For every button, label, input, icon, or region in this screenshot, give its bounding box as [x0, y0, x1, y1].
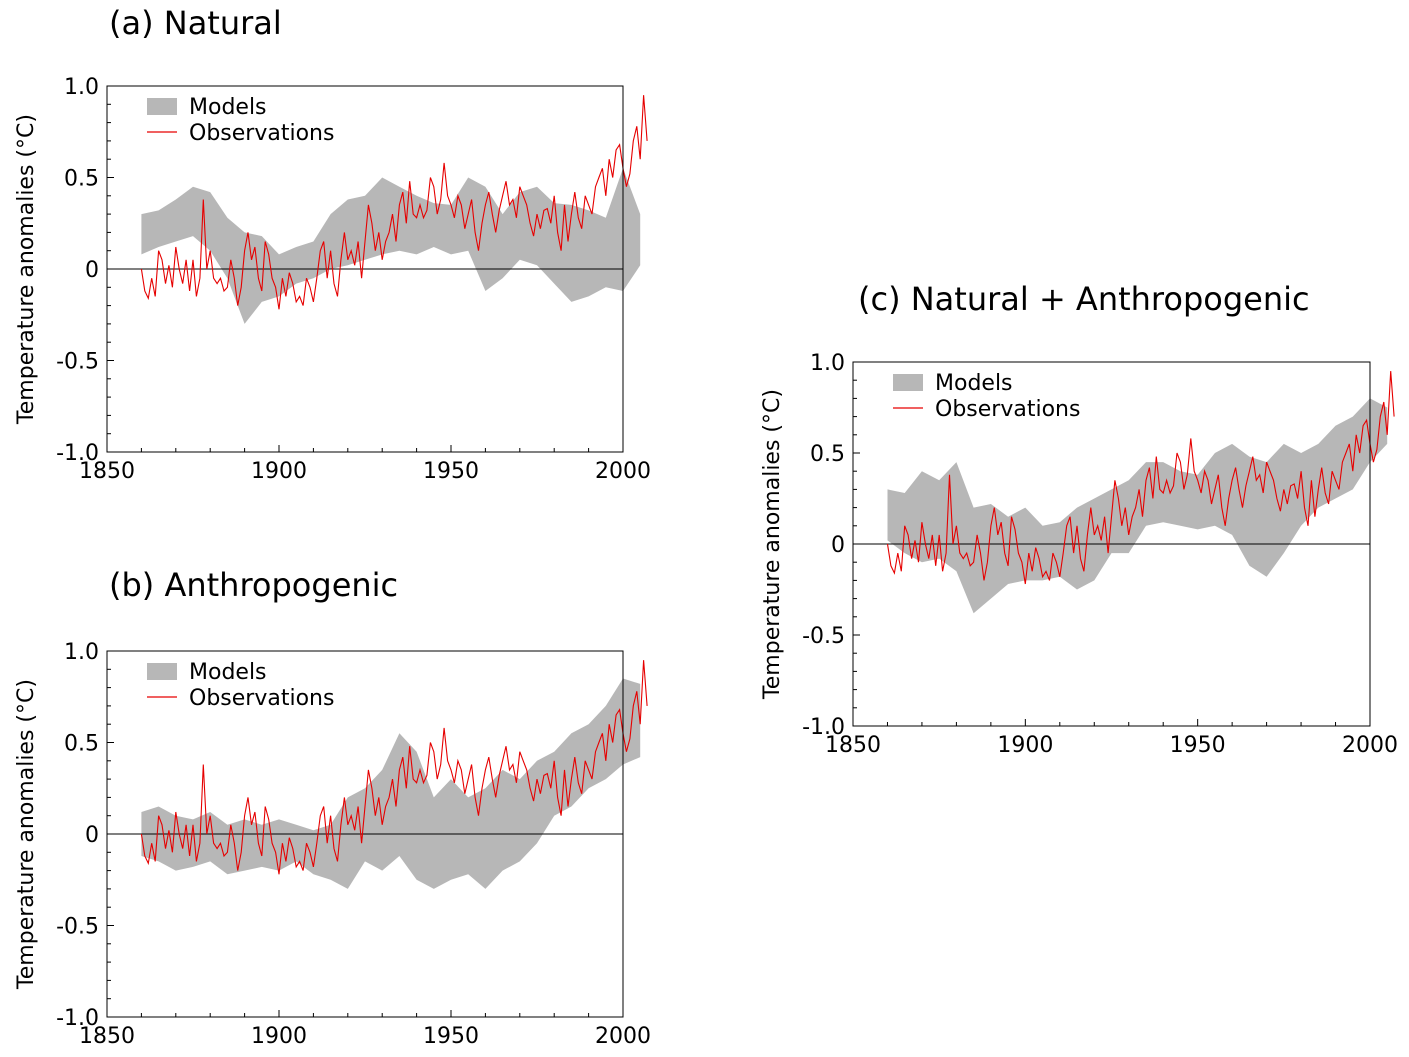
panel-c-title: (c) Natural + Anthropogenic — [858, 280, 1310, 318]
y-tick-label: -0.5 — [56, 350, 99, 375]
y-tick-label: -0.5 — [56, 915, 99, 940]
legend-observations-label: Observations — [189, 686, 334, 711]
y-tick-label: -1.0 — [802, 715, 845, 740]
y-tick-label: 0.5 — [64, 167, 99, 192]
legend-observations-label: Observations — [935, 397, 1080, 422]
legend-models-label: Models — [189, 660, 267, 685]
observations-line — [140, 95, 648, 310]
x-tick-label: 1900 — [251, 1024, 307, 1049]
legend-models-swatch — [147, 98, 177, 115]
panel-a-chart: -1.0 -0.5 0 0.5 1.0 1850 1900 1950 2000 Temperatu… — [14, 75, 651, 484]
panel-c-chart: -1.0 -0.5 0 0.5 1.0 1850 1900 1950 2000 Temperatu… — [760, 351, 1398, 758]
observations-line — [140, 660, 648, 875]
y-axis-label: Temperature anomalies (°C) — [760, 389, 785, 700]
legend-models-swatch — [147, 663, 177, 680]
y-axis-label: Temperature anomalies (°C) — [14, 114, 39, 425]
x-tick-label: 2000 — [1342, 733, 1398, 758]
y-tick-label: 1.0 — [64, 640, 99, 665]
models-band — [141, 168, 641, 324]
x-tick-label: 1850 — [79, 459, 135, 484]
observations-line — [886, 371, 1395, 585]
legend-observations-label: Observations — [189, 121, 334, 146]
x-tick-label: 1900 — [997, 733, 1053, 758]
x-tick-label: 1850 — [79, 1024, 135, 1049]
y-tick-label: 0.5 — [810, 442, 845, 467]
x-tick-label: 1950 — [1170, 733, 1226, 758]
x-tick-label: 1900 — [251, 459, 307, 484]
x-tick-label: 1950 — [423, 1024, 479, 1049]
y-tick-label: 0 — [85, 258, 99, 283]
models-band — [887, 398, 1388, 614]
y-tick-label: 1.0 — [64, 75, 99, 100]
x-tick-label: 2000 — [595, 459, 651, 484]
y-tick-label: -1.0 — [56, 1006, 99, 1031]
y-tick-label: 0 — [85, 823, 99, 848]
panel-a-title: (a) Natural — [109, 4, 282, 42]
y-axis-label: Temperature anomalies (°C) — [14, 679, 39, 990]
y-tick-label: 1.0 — [810, 351, 845, 376]
y-tick-label: 0.5 — [64, 732, 99, 757]
panel-b-chart: -1.0 -0.5 0 0.5 1.0 1850 1900 1950 2000 Temperatu… — [14, 640, 651, 1049]
x-tick-label: 1950 — [423, 459, 479, 484]
legend-models-label: Models — [189, 95, 267, 120]
models-band — [141, 678, 641, 889]
y-tick-label: 0 — [831, 533, 845, 558]
x-tick-label: 2000 — [595, 1024, 651, 1049]
panel-b-title: (b) Anthropogenic — [109, 566, 399, 604]
y-tick-label: -1.0 — [56, 441, 99, 466]
y-tick-label: -0.5 — [802, 624, 845, 649]
legend-models-label: Models — [935, 371, 1013, 396]
x-tick-label: 1850 — [825, 733, 881, 758]
legend-models-swatch — [893, 374, 923, 391]
